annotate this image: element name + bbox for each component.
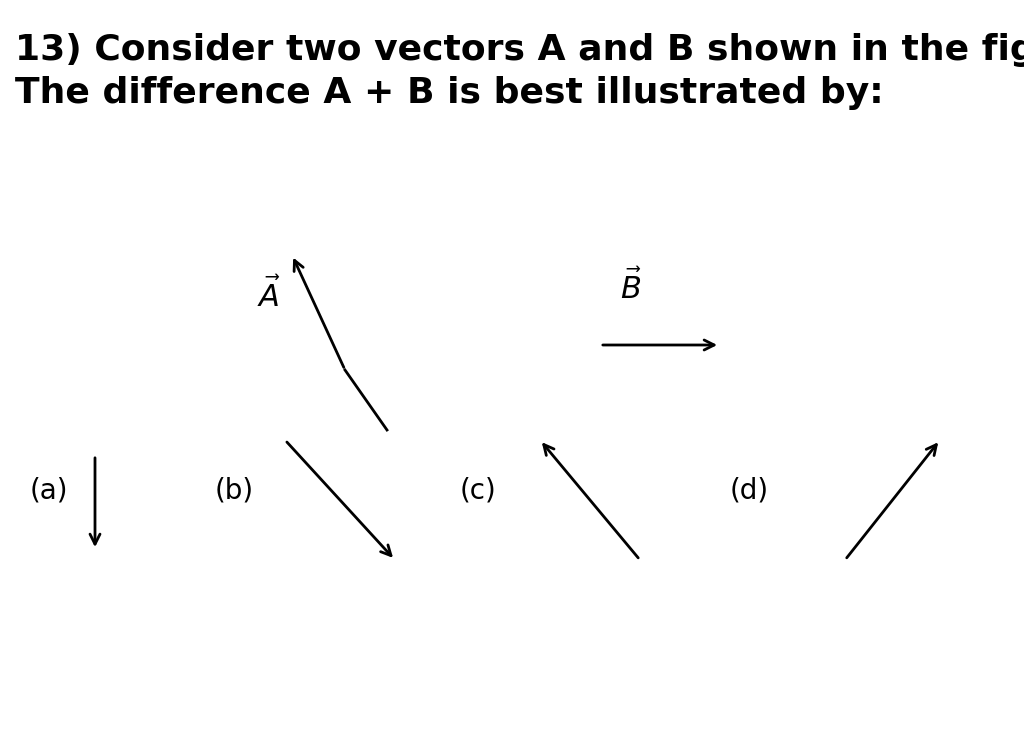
Text: (d): (d) [730, 476, 769, 504]
Text: 13) Consider two vectors A and B shown in the figure.: 13) Consider two vectors A and B shown i… [15, 33, 1024, 67]
Text: (b): (b) [215, 476, 254, 504]
Text: $\vec{B}$: $\vec{B}$ [620, 269, 642, 305]
Text: (c): (c) [460, 476, 497, 504]
Text: (a): (a) [30, 476, 69, 504]
Text: The difference A + B is best illustrated by:: The difference A + B is best illustrated… [15, 76, 884, 110]
Text: $\vec{A}$: $\vec{A}$ [257, 277, 280, 313]
